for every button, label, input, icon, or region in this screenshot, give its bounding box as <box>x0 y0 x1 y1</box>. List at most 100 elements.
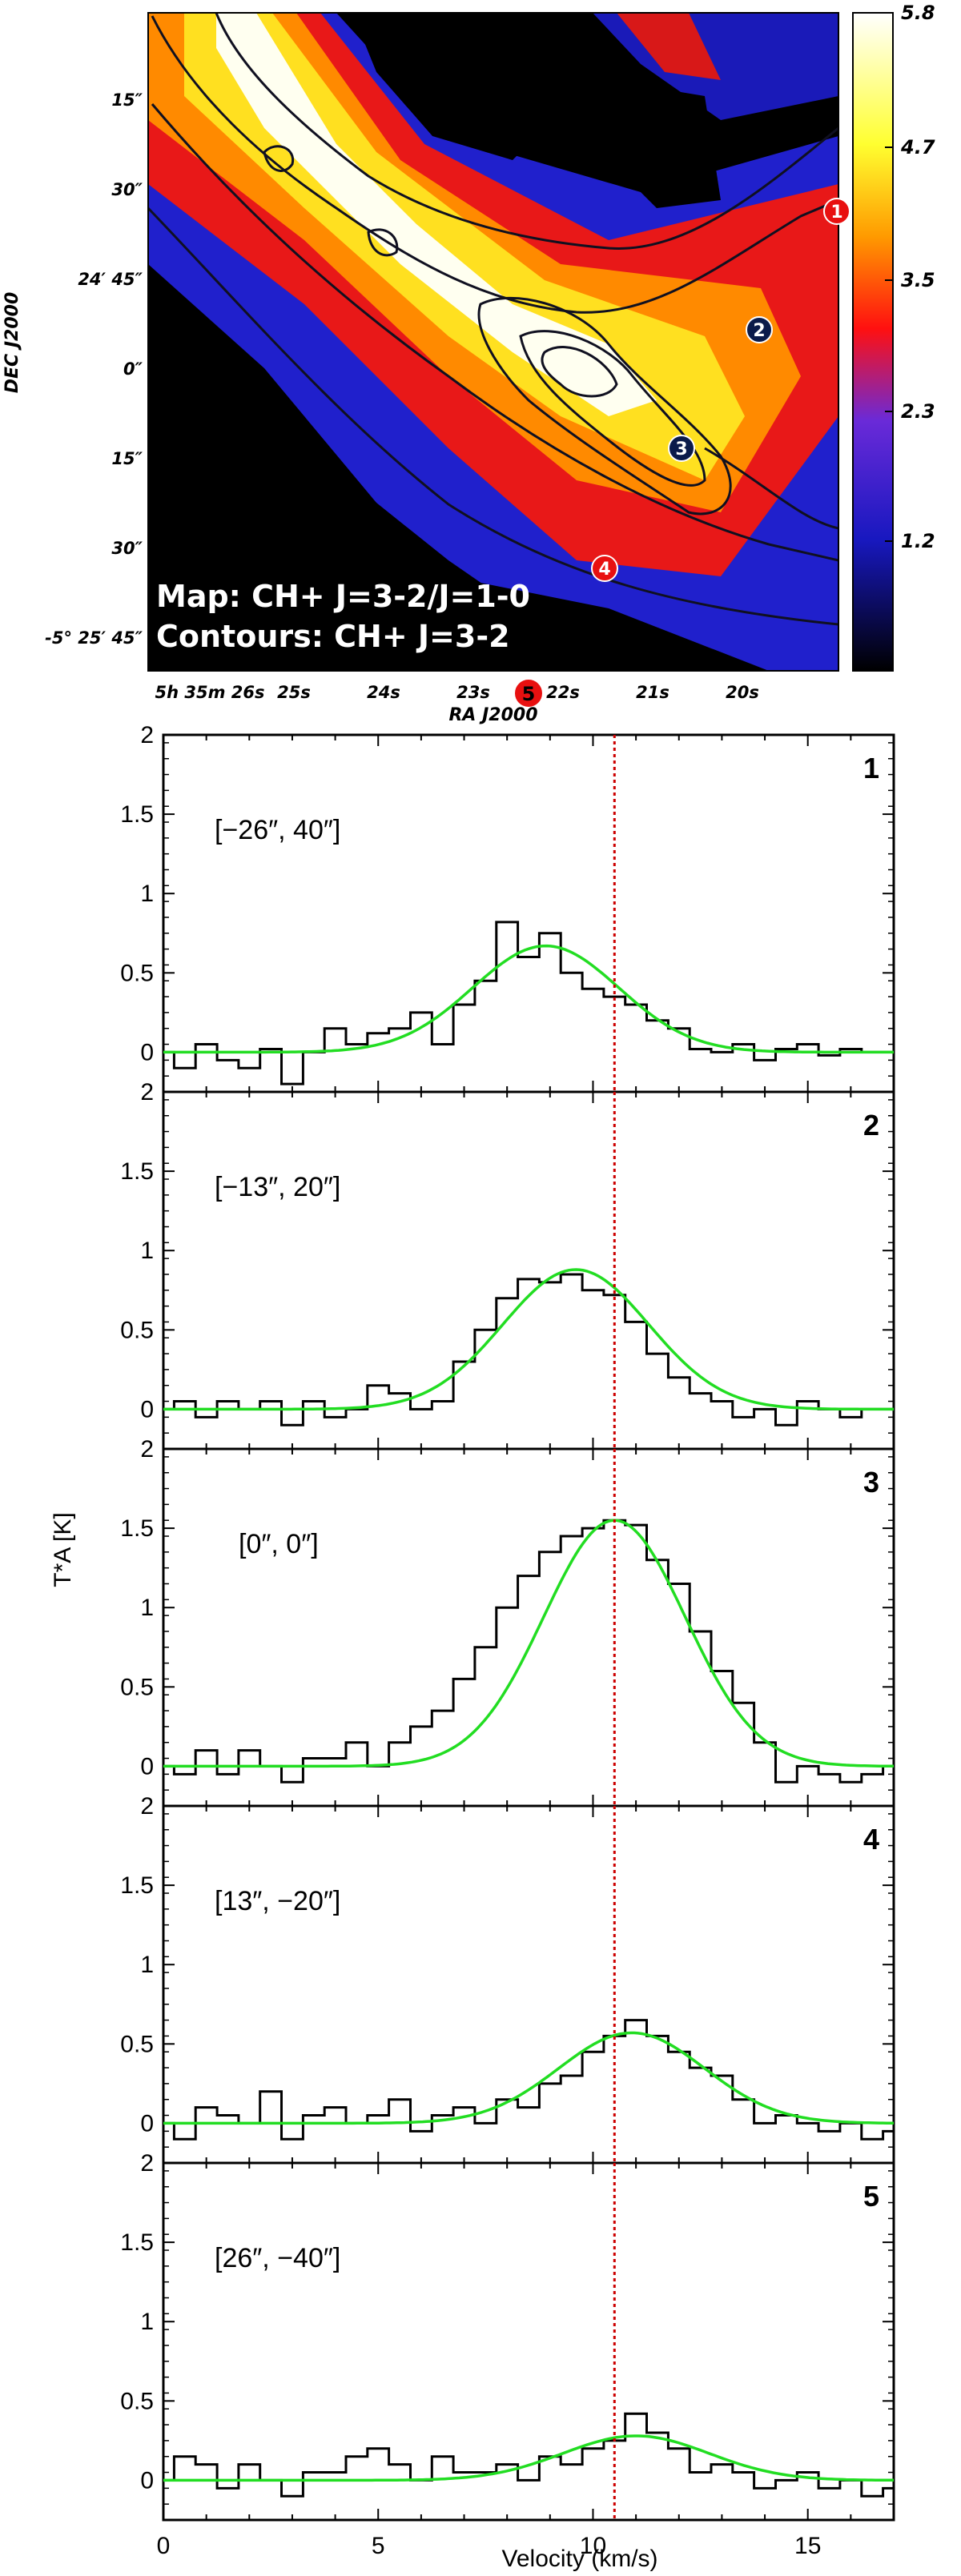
marker-5-label: 5 <box>522 683 536 705</box>
dec-tick-15b: 15″ <box>111 449 143 468</box>
panel-number-5: 5 <box>863 2180 879 2213</box>
spectrum-histogram-1 <box>163 921 894 1085</box>
y-tick-label: 0 <box>140 1039 154 1065</box>
y-tick-label: 0 <box>140 1753 154 1780</box>
gaussian-fit-5 <box>163 2434 894 2482</box>
y-tick-label: 1 <box>140 881 154 907</box>
dec-tick-labels: 15″ 30″ 24′ 45″ 0″ 15″ 30″ -5° 25′ 45″ <box>45 90 143 648</box>
dec-tick-25-45: -5° 25′ 45″ <box>45 628 143 648</box>
marker-2-label: 2 <box>753 321 765 341</box>
panel-frame-2 <box>162 1090 895 1451</box>
y-tick-label: 2 <box>140 2150 154 2177</box>
marker-4-circle <box>591 555 618 582</box>
map-dark-region-right <box>609 80 721 208</box>
marker-2: 2 <box>746 316 773 343</box>
y-tick-label: 0.5 <box>120 2031 154 2057</box>
y-tick-label: 2 <box>140 1793 154 1820</box>
y-tick-label: 0.5 <box>120 960 154 986</box>
ra-axis-label: RA J2000 <box>448 705 537 725</box>
marker-4-label: 4 <box>598 560 610 580</box>
marker-3-circle <box>668 435 695 462</box>
ra-tick-labels: 5h 35m 26s 25s 24s 23s 22s 21s 20s <box>155 683 758 702</box>
marker-1: 1 <box>823 198 850 225</box>
panel-number-4: 4 <box>863 1823 879 1856</box>
marker-3-label: 3 <box>675 439 687 459</box>
ra-tick-26: 5h 35m 26s <box>155 683 264 702</box>
contour-9 <box>367 228 399 257</box>
ra-tick-20: 20s <box>726 683 759 702</box>
spectrum-histogram-3 <box>163 1519 894 1784</box>
map-frame <box>147 12 839 672</box>
panel-frame-1 <box>162 733 895 1093</box>
marker-2-circle <box>746 316 773 343</box>
marker-1-circle <box>823 198 850 225</box>
y-tick-label: 1 <box>140 1952 154 1978</box>
ra-tick-25: 25s <box>277 683 311 702</box>
ra-tick-24: 24s <box>367 683 400 702</box>
contour-4 <box>148 207 838 626</box>
gaussian-fit-2 <box>163 1268 894 1411</box>
map-title-line2: Contours: CH+ J=3-2 <box>156 619 510 654</box>
panel-number-1: 1 <box>863 752 879 784</box>
y-tick-label: 1 <box>140 2309 154 2335</box>
gaussian-fit-1 <box>163 944 894 1054</box>
map-image <box>148 13 838 671</box>
y-tick-label: 2 <box>140 1436 154 1463</box>
spectrum-histogram-5 <box>163 2412 894 2498</box>
map-top-feature-red <box>617 13 721 80</box>
y-tick-label: 1.5 <box>120 1158 154 1185</box>
y-tick-label: 1.5 <box>120 801 154 828</box>
contour-10 <box>704 447 838 530</box>
colorbar-tick-marks <box>885 12 893 542</box>
colorbar: 5.8 4.7 3.5 2.3 1.2 <box>852 2 935 672</box>
ra-tick-21: 21s <box>636 683 669 702</box>
panel-position-1: [−26″, 40″] <box>215 815 340 845</box>
map-contours <box>148 13 838 626</box>
ra-tick-22: 22s <box>546 683 580 702</box>
map-dark-region-top <box>352 13 577 160</box>
contour-2 <box>215 13 838 250</box>
map-dark-region-left <box>148 264 384 671</box>
map-title-line1: Map: CH+ J=3-2/J=1-0 <box>156 579 530 614</box>
cbar-tick-2-3: 2.3 <box>901 400 935 423</box>
cbar-tick-5-8: 5.8 <box>901 2 935 24</box>
y-tick-label: 0 <box>140 2110 154 2137</box>
spectrum-panel-1: 2 1.5 1 0.5 0 1 [−26″, 40″] <box>120 722 895 1093</box>
spectrum-panel-4: 2 1.5 1 0.5 0 4 [13″, −20″] <box>120 1793 895 2165</box>
spectrum-panel-2: 2 1.5 1 0.5 0 2 [−13″, 20″] <box>120 1079 895 1451</box>
dec-tick-24-45: 24′ 45″ <box>78 270 143 289</box>
cbar-tick-1-2: 1.2 <box>901 530 935 552</box>
panel-number-2: 2 <box>863 1109 879 1142</box>
y-tick-label: 1.5 <box>120 2229 154 2256</box>
y-tick-label: 1.5 <box>120 1515 154 1542</box>
marker-1-label: 1 <box>830 203 842 223</box>
marker-4: 4 <box>591 555 618 582</box>
gaussian-fit-3 <box>163 1519 894 1768</box>
contour-5 <box>477 296 732 516</box>
contour-6 <box>519 330 706 487</box>
contour-8 <box>263 145 295 172</box>
x-tick-label: 15 <box>794 2533 821 2559</box>
cbar-tick-3-5: 3.5 <box>901 269 935 291</box>
dec-tick-15a: 15″ <box>111 90 143 110</box>
dec-tick-30b: 30″ <box>111 539 143 558</box>
y-tick-label: 0.5 <box>120 2388 154 2414</box>
y-tick-label: 0 <box>140 2467 154 2494</box>
spectra-panels: 2 1.5 1 0.5 0 1 [−26″, 40″] 2 1.5 1 0.5 0 2 [−13″, 20… <box>120 722 895 2559</box>
y-tick-label: 0.5 <box>120 1317 154 1343</box>
contour-3 <box>151 103 838 562</box>
gaussian-fit-4 <box>163 2031 895 2125</box>
x-tick-label: 0 <box>157 2533 171 2559</box>
panel-position-4: [13″, −20″] <box>215 1886 340 1916</box>
ra-tick-23: 23s <box>456 683 490 702</box>
colorbar-tick-labels: 5.8 4.7 3.5 2.3 1.2 <box>900 2 935 552</box>
marker-5-circle <box>513 678 544 708</box>
y-tick-label: 2 <box>140 1079 154 1105</box>
dec-tick-0: 0″ <box>123 359 143 379</box>
y-tick-label: 0 <box>140 1396 154 1422</box>
map-dark-region-bottom <box>448 576 769 671</box>
cbar-tick-4-7: 4.7 <box>900 136 935 158</box>
x-axis-label: Velocity (km/s) <box>501 2546 657 2572</box>
dec-tick-30a: 30″ <box>111 180 143 199</box>
